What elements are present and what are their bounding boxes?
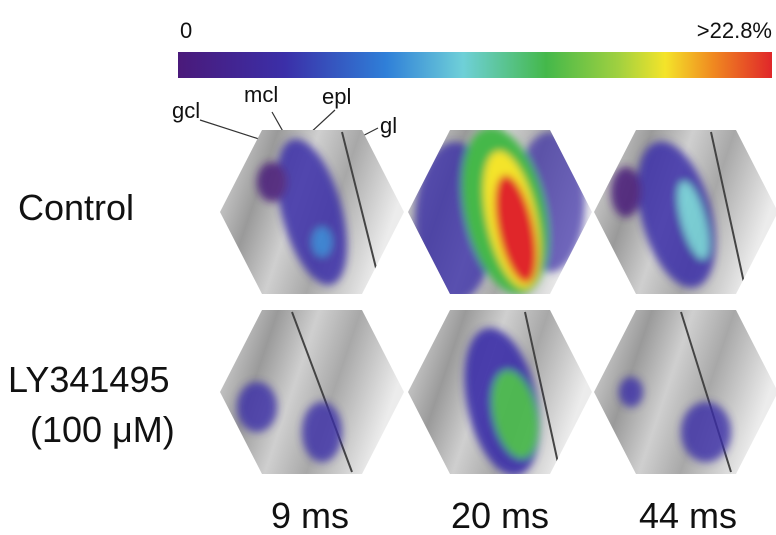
figure: 0 >22.8% gcl mcl epl gl Control LY341495… — [0, 0, 776, 535]
colorbar — [178, 52, 772, 78]
row-label: LY341495 — [8, 359, 170, 400]
layer-label: gl — [380, 113, 397, 138]
time-label: 44 ms — [639, 495, 737, 535]
time-label: 9 ms — [271, 495, 349, 535]
image-panel — [591, 307, 776, 477]
row-label: Control — [18, 187, 134, 228]
image-panel — [217, 127, 407, 297]
layer-label: mcl — [244, 82, 278, 107]
image-panel — [405, 120, 595, 303]
image-panel — [217, 307, 407, 477]
layer-label: epl — [322, 84, 351, 109]
image-panel — [405, 307, 595, 482]
row-label: (100 μM) — [30, 409, 175, 450]
layer-label: gcl — [172, 98, 200, 123]
image-panel — [591, 127, 776, 297]
colorbar-min: 0 — [180, 18, 192, 43]
time-label: 20 ms — [451, 495, 549, 535]
colorbar-max: >22.8% — [697, 18, 772, 43]
